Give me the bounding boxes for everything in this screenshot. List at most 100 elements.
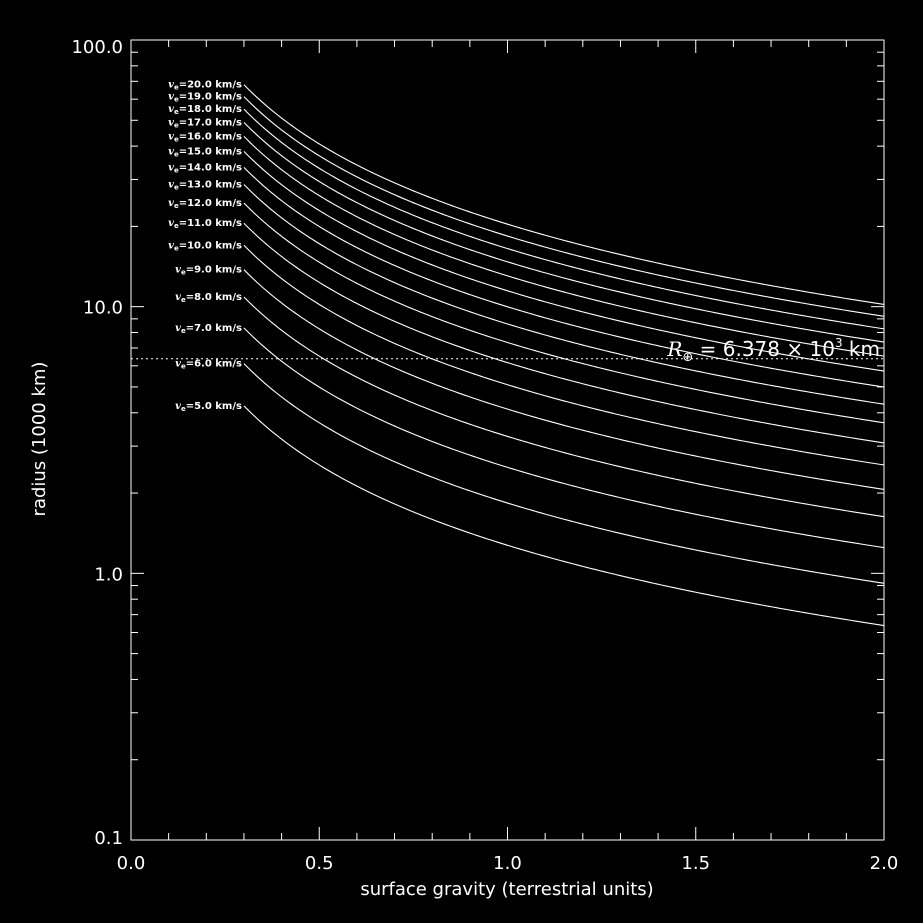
series-label: ve=20.0 km/s — [168, 80, 242, 92]
x-axis-label: surface gravity (terrestrial units) — [360, 879, 653, 900]
y-tick-label: 100.0 — [71, 37, 123, 58]
series-label-value: =19.0 km/s — [179, 92, 242, 103]
series-line — [243, 202, 884, 424]
series-label: ve=8.0 km/s — [175, 292, 242, 304]
reference-layer: R⊕ = 6.378 × 103 km — [131, 336, 884, 365]
x-tick-label: 2.0 — [870, 853, 899, 874]
series-label-subscript: e — [174, 244, 179, 252]
series-line — [243, 405, 884, 627]
series-label-subscript: e — [174, 150, 179, 158]
series-label-symbol: v — [168, 146, 174, 157]
series-label-value: =5.0 km/s — [186, 401, 242, 412]
series-label-subscript: e — [174, 96, 179, 104]
series-label-symbol: v — [168, 117, 174, 128]
series-label-subscript: e — [174, 222, 179, 230]
series-line — [243, 136, 884, 357]
series-label-value: =14.0 km/s — [179, 162, 242, 173]
series-line — [243, 327, 884, 549]
x-tick-label: 1.0 — [493, 853, 522, 874]
earth-radius-symbol: R — [666, 337, 682, 361]
curves-layer — [243, 84, 884, 627]
series-label-subscript: e — [181, 269, 186, 277]
series-label: ve=15.0 km/s — [168, 146, 242, 158]
series-label: ve=18.0 km/s — [168, 104, 242, 116]
series-line — [243, 184, 884, 405]
series-line — [243, 269, 884, 490]
series-label-subscript: e — [181, 363, 186, 371]
y-axis-label: radius (1000 km) — [29, 362, 50, 517]
series-label-symbol: v — [168, 92, 174, 103]
earth-radius-value: = 6.378 × 10 — [693, 337, 835, 361]
series-label-symbol: v — [175, 265, 181, 276]
series-label: ve=16.0 km/s — [168, 131, 242, 143]
series-labels-layer: ve=5.0 km/sve=6.0 km/sve=7.0 km/sve=8.0 … — [168, 80, 242, 413]
series-label-symbol: v — [168, 80, 174, 91]
series-label-value: =12.0 km/s — [179, 198, 242, 209]
y-tick-label: 10.0 — [83, 298, 123, 319]
x-tick-label: 0.0 — [117, 853, 146, 874]
series-label-value: =17.0 km/s — [179, 117, 242, 128]
series-label-subscript: e — [174, 84, 179, 92]
series-label-symbol: v — [168, 180, 174, 191]
series-line — [243, 363, 884, 584]
series-label-value: =6.0 km/s — [186, 359, 242, 370]
series-label-symbol: v — [168, 131, 174, 142]
series-label: ve=17.0 km/s — [168, 117, 242, 129]
series-label-value: =9.0 km/s — [186, 265, 242, 276]
series-line — [243, 166, 884, 388]
series-label: ve=12.0 km/s — [168, 198, 242, 210]
series-label-symbol: v — [175, 359, 181, 370]
earth-radius-label: R⊕ = 6.378 × 103 km — [666, 336, 880, 365]
series-label-subscript: e — [174, 202, 179, 210]
y-tick-label: 0.1 — [94, 828, 123, 849]
series-label: ve=11.0 km/s — [168, 218, 242, 230]
series-label: ve=5.0 km/s — [175, 401, 242, 413]
series-label-symbol: v — [175, 401, 181, 412]
series-label: ve=9.0 km/s — [175, 265, 242, 277]
series-label-symbol: v — [168, 162, 174, 173]
axes-layer: 0.0 0.5 1.0 1.5 2.0 0.1 1.0 10.0 100.0 — [71, 37, 898, 874]
series-label: ve=7.0 km/s — [175, 323, 242, 335]
series-label-subscript: e — [174, 121, 179, 129]
series-line — [243, 121, 884, 343]
series-label-subscript: e — [174, 184, 179, 192]
series-label-symbol: v — [168, 104, 174, 115]
series-line — [243, 84, 884, 305]
series-line — [243, 244, 884, 466]
series-label-value: =11.0 km/s — [179, 218, 242, 229]
series-label-value: =18.0 km/s — [179, 104, 242, 115]
x-tick-label: 1.5 — [681, 853, 710, 874]
series-label-subscript: e — [174, 108, 179, 116]
series-line — [243, 222, 884, 444]
series-label-value: =13.0 km/s — [179, 180, 242, 191]
series-label-symbol: v — [168, 218, 174, 229]
series-line — [243, 296, 884, 518]
series-label-subscript: e — [181, 296, 186, 304]
series-label: ve=13.0 km/s — [168, 180, 242, 192]
series-label-value: =16.0 km/s — [179, 131, 242, 142]
series-label-value: =10.0 km/s — [179, 240, 242, 251]
series-label-subscript: e — [174, 166, 179, 174]
series-label-symbol: v — [168, 240, 174, 251]
series-label: ve=14.0 km/s — [168, 162, 242, 174]
series-label-symbol: v — [175, 292, 181, 303]
series-label-symbol: v — [175, 323, 181, 334]
series-label: ve=19.0 km/s — [168, 92, 242, 104]
series-label-value: =15.0 km/s — [179, 146, 242, 157]
series-label-subscript: e — [181, 327, 186, 335]
series-label-value: =20.0 km/s — [179, 80, 242, 91]
series-label-symbol: v — [168, 198, 174, 209]
series-label: ve=6.0 km/s — [175, 359, 242, 371]
earth-radius-subscript: ⊕ — [682, 350, 693, 365]
y-tick-label: 1.0 — [94, 564, 123, 585]
series-line — [243, 108, 884, 330]
series-label-subscript: e — [174, 135, 179, 143]
series-label: ve=10.0 km/s — [168, 240, 242, 252]
earth-radius-exponent: 3 — [835, 336, 843, 350]
series-line — [243, 150, 884, 372]
series-label-subscript: e — [181, 405, 186, 413]
earth-radius-unit: km — [843, 337, 880, 361]
series-label-value: =7.0 km/s — [186, 323, 242, 334]
